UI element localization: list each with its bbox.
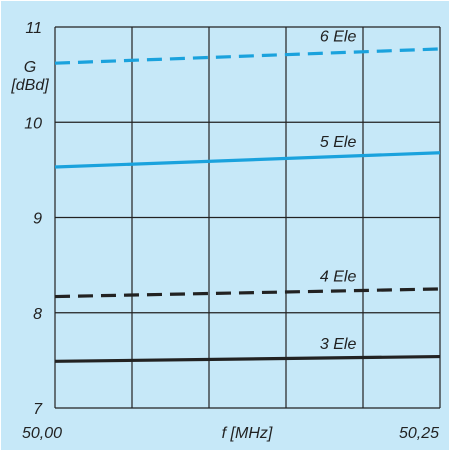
axis-labels: 7 8 9 10 11 G[dBd] 50,00 50,25 f [MHz] (10, 20, 439, 442)
x-tick-label: 50,25 (399, 425, 439, 442)
x-tick-label: 50,00 (22, 425, 62, 442)
series-label: 4 Ele (320, 268, 357, 285)
series-line-5-ele (54, 151, 441, 169)
y-axis-unit: [dBd] (10, 77, 49, 94)
y-tick-label: 7 (33, 401, 43, 418)
y-tick-label: 9 (33, 211, 42, 228)
series-label: 3 Ele (320, 336, 357, 353)
series-line-4-ele (54, 287, 441, 299)
series-label: 5 Ele (320, 134, 357, 151)
y-axis-label: G (24, 59, 36, 76)
series-label: 6 Ele (320, 28, 357, 45)
y-tick-label: 8 (33, 306, 42, 323)
series-labels: 6 Ele 5 Ele 4 Ele 3 Ele (320, 28, 357, 353)
series-lines (54, 47, 441, 363)
series-line-6-ele (54, 47, 441, 65)
grid (54, 26, 441, 409)
series-line-3-ele (54, 354, 441, 363)
y-tick-label: 10 (24, 115, 42, 132)
y-tick-label: 11 (25, 20, 42, 37)
x-axis-label: f [MHz] (222, 425, 273, 442)
